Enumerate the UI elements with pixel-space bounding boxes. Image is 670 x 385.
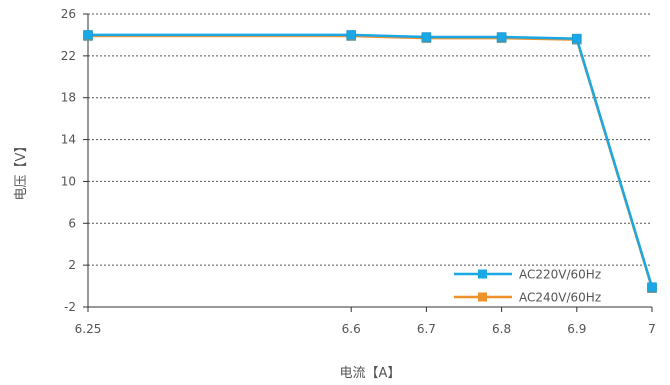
- data-point: [496, 32, 507, 42]
- legend-item: AC240V/60Hz: [454, 291, 601, 305]
- data-point: [421, 32, 432, 42]
- y-tick-label: 14: [61, 133, 76, 147]
- series-0: [83, 30, 657, 292]
- series-line: [88, 34, 654, 289]
- y-tick-label: 6: [68, 216, 76, 230]
- x-tick-label: 6.8: [492, 322, 511, 336]
- legend-item: AC220V/60Hz: [454, 268, 601, 282]
- series-line: [88, 33, 654, 288]
- x-ticks: 6.25 6.6 6.7 6.8 6.9 7: [75, 307, 656, 336]
- y-tick-label: 2: [68, 258, 76, 272]
- series-1: [83, 31, 657, 293]
- legend-marker: [478, 269, 487, 279]
- data-point: [572, 33, 582, 44]
- y-tick-label: 10: [61, 174, 76, 188]
- x-tick-label: 6.6: [342, 322, 361, 336]
- series-layer: [83, 30, 657, 293]
- y-axis-title: 电压【V】: [14, 140, 29, 201]
- x-axis-title: 电流【A】: [340, 366, 401, 381]
- x-tick-label: 6.9: [567, 322, 586, 336]
- legend-marker: [478, 292, 487, 302]
- y-tick-label: 26: [61, 7, 76, 21]
- x-tick-label: 6.7: [417, 322, 436, 336]
- legend: AC220V/60Hz AC240V/60Hz: [454, 268, 601, 305]
- data-point: [346, 30, 356, 40]
- data-point: [83, 30, 93, 40]
- y-tick-label: 18: [61, 91, 76, 105]
- legend-label: AC220V/60Hz: [519, 268, 601, 282]
- legend-label: AC240V/60Hz: [519, 291, 601, 305]
- axes: [87, 14, 652, 308]
- x-tick-label: 6.25: [75, 322, 102, 336]
- x-tick-label: 7: [648, 322, 656, 336]
- data-point: [647, 282, 657, 292]
- y-tick-label: -2: [64, 300, 76, 314]
- grid-lines: [88, 13, 652, 266]
- y-tick-label: 22: [61, 49, 76, 63]
